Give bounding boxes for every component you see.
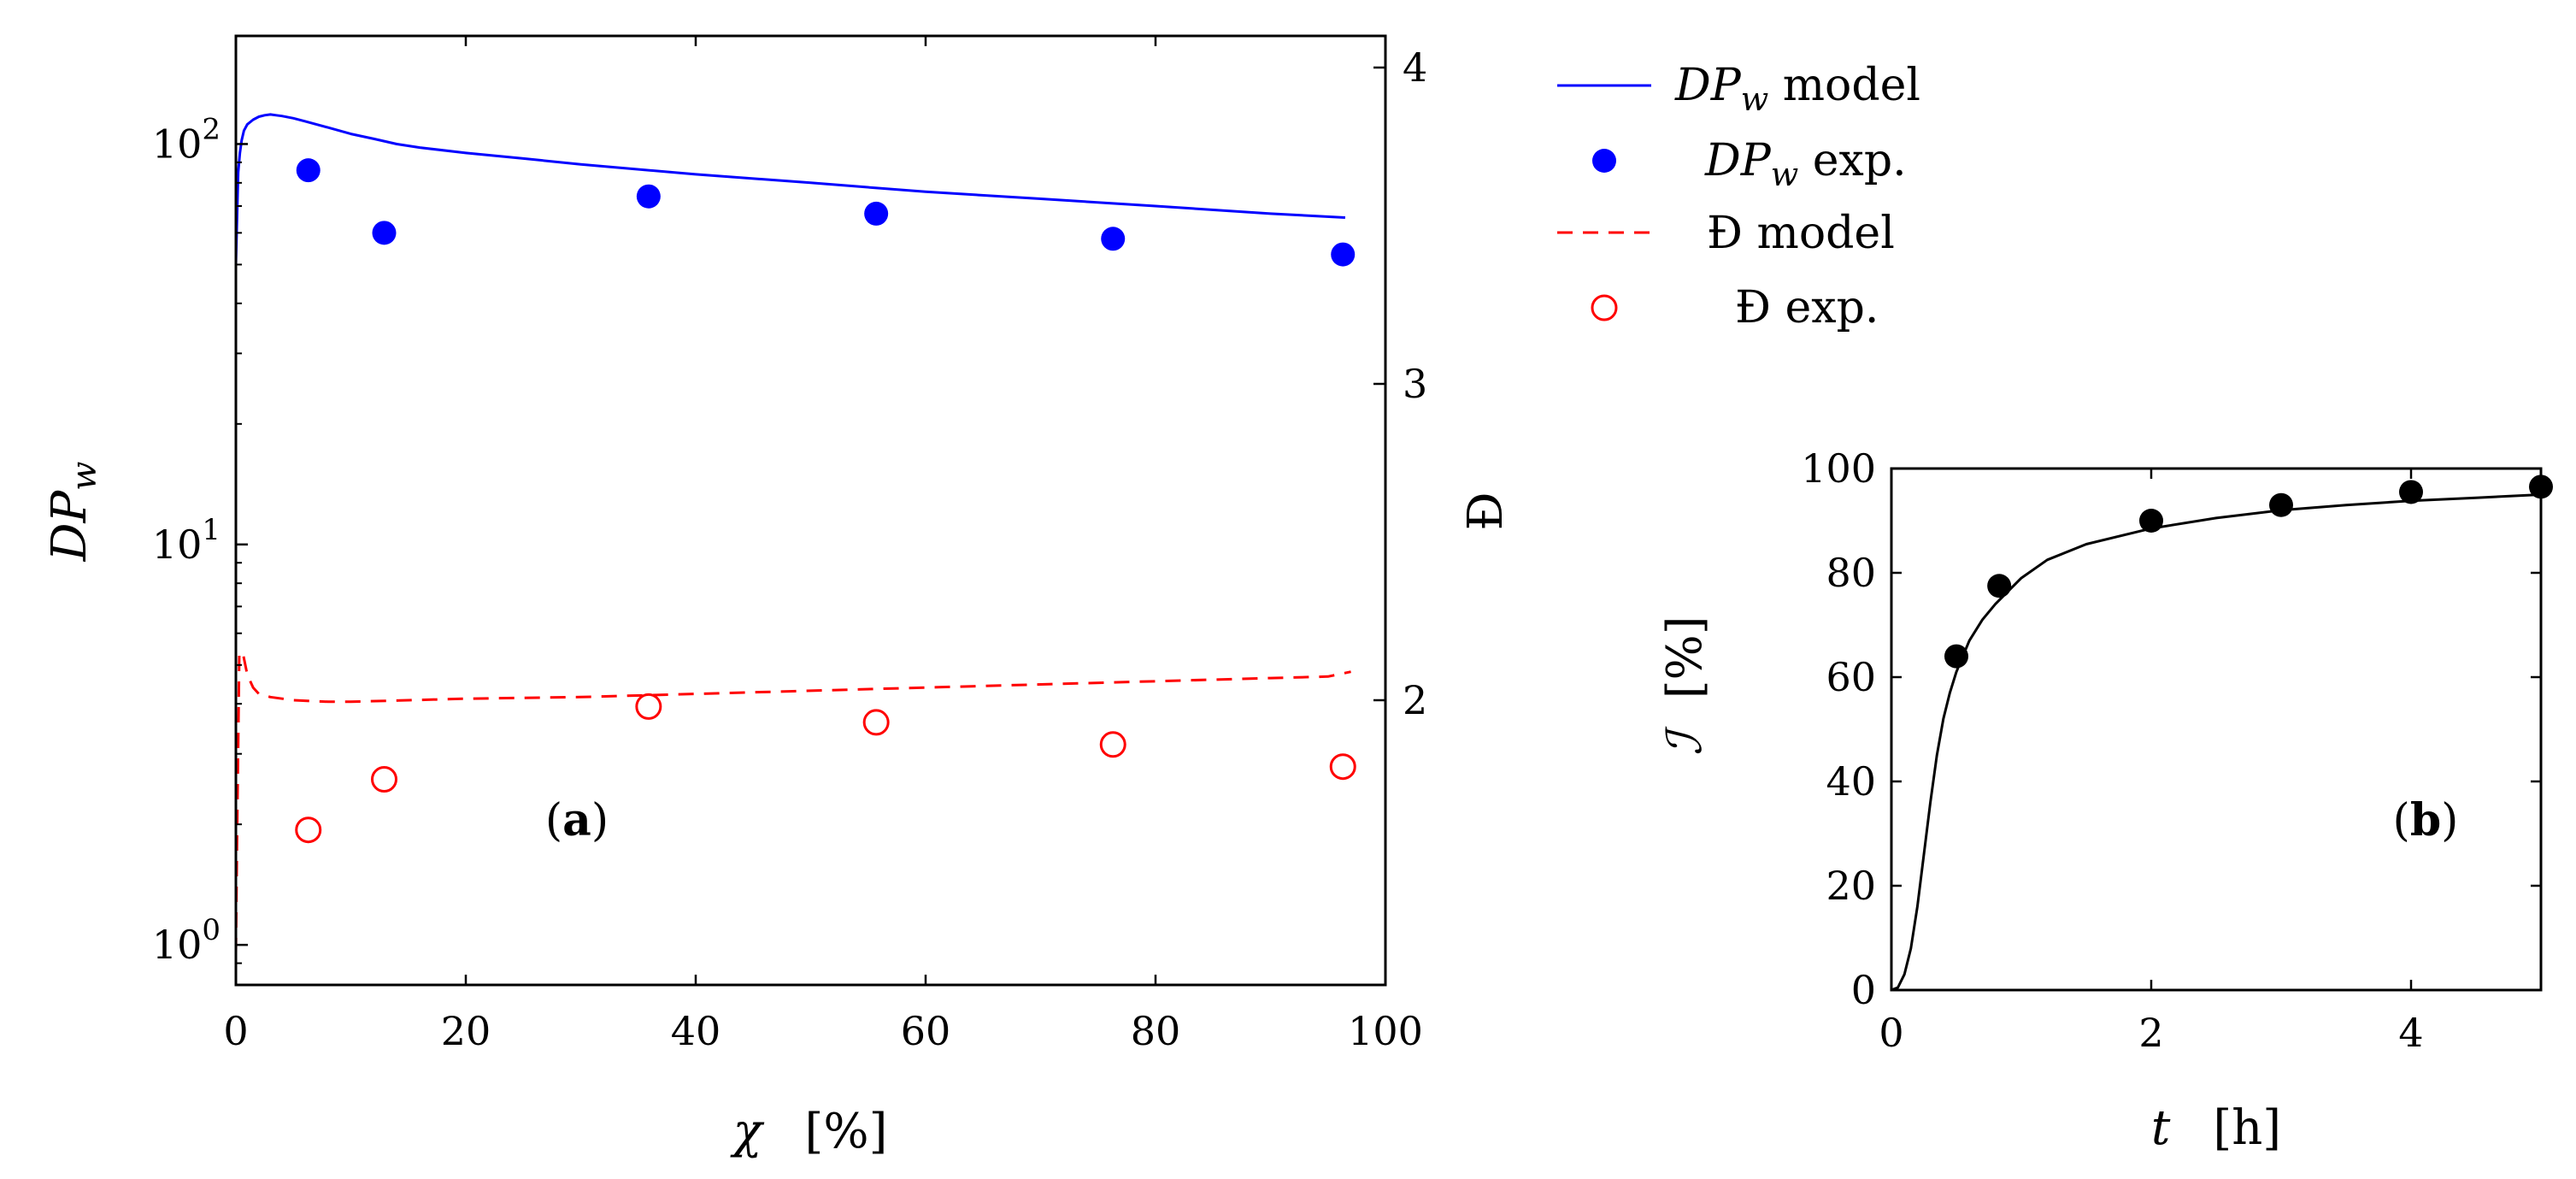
panel-b-x-axis-title: t [h]: [2151, 1100, 2281, 1156]
panel-b-series-line-model: [1891, 493, 2542, 992]
data-point-exp: [1329, 753, 1356, 781]
x-tick-label: 100: [1348, 1008, 1423, 1054]
legend-label-d-exp: Đ exp.: [1735, 282, 1879, 333]
legend-label-d-model: Đ model: [1707, 208, 1895, 259]
data-point-dpw-exp: [1331, 242, 1356, 267]
panel-a-x-ticks: 0 20 40 60 80 100: [223, 36, 1423, 1054]
panel-a-marks: [234, 113, 1356, 954]
panel-b-data-point: [2139, 509, 2163, 533]
series-line-dpw-model: [234, 113, 1345, 265]
legend-label-dpw-exp: DPw exp.: [1704, 135, 1907, 193]
data-point-exp: [295, 816, 322, 844]
left-y-tick-label: 100: [152, 913, 221, 968]
panel-b-data-point: [2399, 480, 2423, 504]
panel-b-x-ticks: 0 2 4: [1879, 469, 2424, 1056]
panel-a-right-y-axis-title: Đ: [1458, 492, 1514, 530]
right-y-tick-label: 4: [1403, 44, 1427, 91]
panel-b-tag: (b): [2393, 794, 2459, 846]
legend-swatch-d-exp: [1591, 294, 1618, 321]
legend: DPw model DPw exp. Đ model Đ exp.: [1557, 60, 1920, 333]
panel-b-y-tick-label: 100: [1801, 445, 1876, 492]
x-tick-label: 40: [671, 1008, 721, 1054]
series-line-model: [234, 651, 1351, 954]
panel-b-x-tick-label: 2: [2138, 1010, 2163, 1056]
panel-b-y-tick-label: 60: [1826, 654, 1876, 700]
panel-b-x-tick-label: 0: [1879, 1010, 1903, 1056]
data-point-dpw-exp: [636, 184, 661, 209]
panel-b-y-tick-label: 80: [1826, 550, 1876, 596]
panel-a-tag: (a): [545, 794, 609, 846]
panel-b-x-tick-label: 4: [2398, 1010, 2423, 1056]
panel-b-data-point: [1944, 644, 1968, 669]
panel-a-left-y-axis-title: DPw: [42, 462, 104, 563]
panel-b-y-tick-label: 40: [1826, 758, 1876, 805]
data-point-exp: [635, 693, 662, 720]
data-point-dpw-exp: [864, 201, 889, 226]
legend-swatch-dpw-exp: [1592, 149, 1616, 173]
panel-b-marks: [1891, 475, 2553, 992]
panel-b-y-axis-title: ℐ[%]: [1657, 616, 1713, 755]
panel-b-frame: [1890, 467, 2543, 992]
data-point-exp: [862, 709, 890, 736]
panel-a-frame: [234, 34, 1387, 987]
data-point-dpw-exp: [296, 158, 321, 183]
data-point-dpw-exp: [372, 221, 397, 245]
x-tick-label: 80: [1131, 1008, 1181, 1054]
data-point-exp: [371, 766, 398, 793]
panel-a-x-axis-title: χ [%]: [730, 1104, 888, 1159]
left-y-tick-label: 101: [152, 513, 221, 568]
right-y-tick-label: 3: [1403, 361, 1427, 407]
x-tick-label: 20: [441, 1008, 491, 1054]
x-tick-label: 0: [223, 1008, 248, 1054]
panel-b: 0 2 4 0 20 40 60 80 100 (b) t [h] ℐ[%]: [1657, 445, 2553, 1156]
data-point-exp: [1099, 731, 1126, 758]
panel-b-y-tick-label: 0: [1851, 967, 1876, 1013]
panel-b-data-point: [2269, 492, 2293, 517]
left-y-tick-label: 102: [152, 112, 221, 167]
panel-b-data-point: [1987, 574, 2012, 598]
panel-a-left-y-ticks: 100 101 102: [152, 112, 248, 968]
right-y-tick-label: 2: [1403, 677, 1427, 723]
panel-b-y-tick-label: 20: [1826, 863, 1876, 909]
panel-a-right-y-ticks: 2 3 4: [1373, 44, 1427, 723]
legend-label-dpw-model: DPw model: [1674, 60, 1920, 118]
data-point-dpw-exp: [1101, 227, 1126, 251]
x-tick-label: 60: [901, 1008, 951, 1054]
panel-b-y-ticks: 0 20 40 60 80 100: [1801, 445, 2541, 1013]
